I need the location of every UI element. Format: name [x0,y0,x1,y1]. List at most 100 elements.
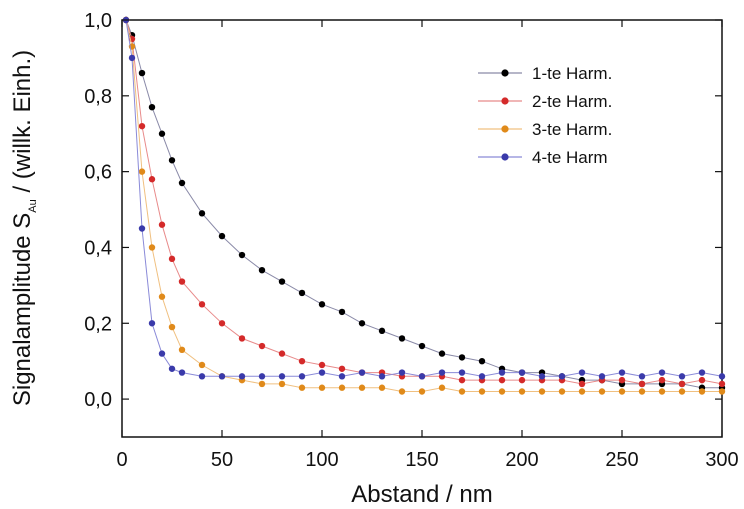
series-2-point [298,357,306,365]
y-axis: 0,0 0,2 0,4 0,6 0,8 1,0 [84,10,722,411]
series-3-point [258,380,266,388]
series-1-point [218,232,226,240]
series-4-point [218,373,226,380]
series-4-point [458,369,466,376]
series-1-point [438,350,446,357]
series-3-point [558,388,566,395]
series-3-point [638,388,646,395]
series-4-point [338,373,346,380]
series-4-point [128,54,136,62]
series-3 [122,16,726,395]
series-4-point [638,373,646,380]
series-3-point [338,384,346,391]
x-axis: 0 50 100 150 200 250 300 [116,20,739,471]
series-1-point [398,335,406,342]
y-tick-label: 0,8 [84,86,112,108]
series-3-point [458,388,466,395]
series-1-point [378,327,386,335]
series-2-point [218,320,226,327]
y-axis-title-sub: Au [27,199,39,212]
series-3-point [298,384,306,391]
x-tick-label: 100 [305,449,338,471]
series-1-point [278,278,286,285]
legend-marker [501,153,509,161]
series-4-point [538,373,546,380]
series-3-point [718,388,726,395]
series-4-point [318,369,326,376]
series-4 [122,16,726,380]
series-3-point [398,388,406,395]
series-1-point [318,301,326,308]
series-3-line [125,19,722,392]
series-4-point [278,373,286,380]
series-4-point [498,369,506,376]
series-2-point [718,380,726,388]
series-4-point [518,369,526,376]
series-1-point [178,179,186,187]
series-2-point [158,221,166,228]
legend-entry: 2-te Harm. [532,92,612,111]
series-3-point [678,388,686,395]
series-2-point [458,376,466,384]
series-4-point [378,373,386,380]
y-axis-title-main: Signalamplitude S [9,213,36,406]
x-tick-label: 150 [405,449,438,471]
series-3-point [498,388,506,395]
series-4-point [658,369,666,376]
series-layer [122,16,726,395]
series-4-point [698,369,706,376]
series-4-point [178,369,186,376]
series-3-point [198,361,206,369]
series-3-point [158,293,166,300]
series-2-point [578,380,586,388]
series-2-point [148,176,156,183]
series-1-point [458,354,466,361]
series-1-point [158,130,166,137]
series-1-line [125,19,722,389]
series-3-point [518,388,526,395]
legend-marker [501,69,509,77]
series-2-point [138,122,146,130]
series-2-point [278,350,286,357]
series-4-point [158,350,166,357]
series-3-point [618,388,626,395]
series-1-point [238,251,246,259]
series-3-point [598,388,606,395]
series-4-point [678,373,686,380]
series-3-point [178,346,186,354]
series-1-point [298,289,306,297]
series-3-point [278,380,286,388]
legend-entry: 3-te Harm. [532,120,612,139]
x-tick-label: 50 [211,449,233,471]
series-4-point [438,369,446,376]
y-tick-label: 1,0 [84,10,112,32]
series-4-point [298,373,306,380]
series-3-point [148,244,156,251]
series-4-point [718,373,726,380]
series-3-point [168,323,176,331]
series-4-line [125,19,723,377]
series-4-point [598,373,606,380]
series-1-point [148,103,156,111]
legend-marker [501,125,509,133]
series-1-point [138,69,146,77]
series-2-point [198,301,206,308]
series-3-point [438,384,446,391]
series-3-point [478,388,486,395]
series-2-point [258,342,266,350]
legend-marker [501,97,509,105]
series-4-point [168,365,176,372]
series-4-point [558,373,566,380]
series-1-point [198,210,206,217]
y-tick-label: 0,2 [84,313,112,335]
series-1-point [168,157,176,164]
x-tick-label: 300 [705,449,738,471]
series-3-point [578,388,586,395]
series-1-point [258,267,266,274]
y-tick-label: 0,6 [84,162,112,184]
series-3-point [138,168,146,175]
series-1-point [418,342,426,350]
series-2-point [318,361,326,369]
x-tick-label: 200 [505,449,538,471]
